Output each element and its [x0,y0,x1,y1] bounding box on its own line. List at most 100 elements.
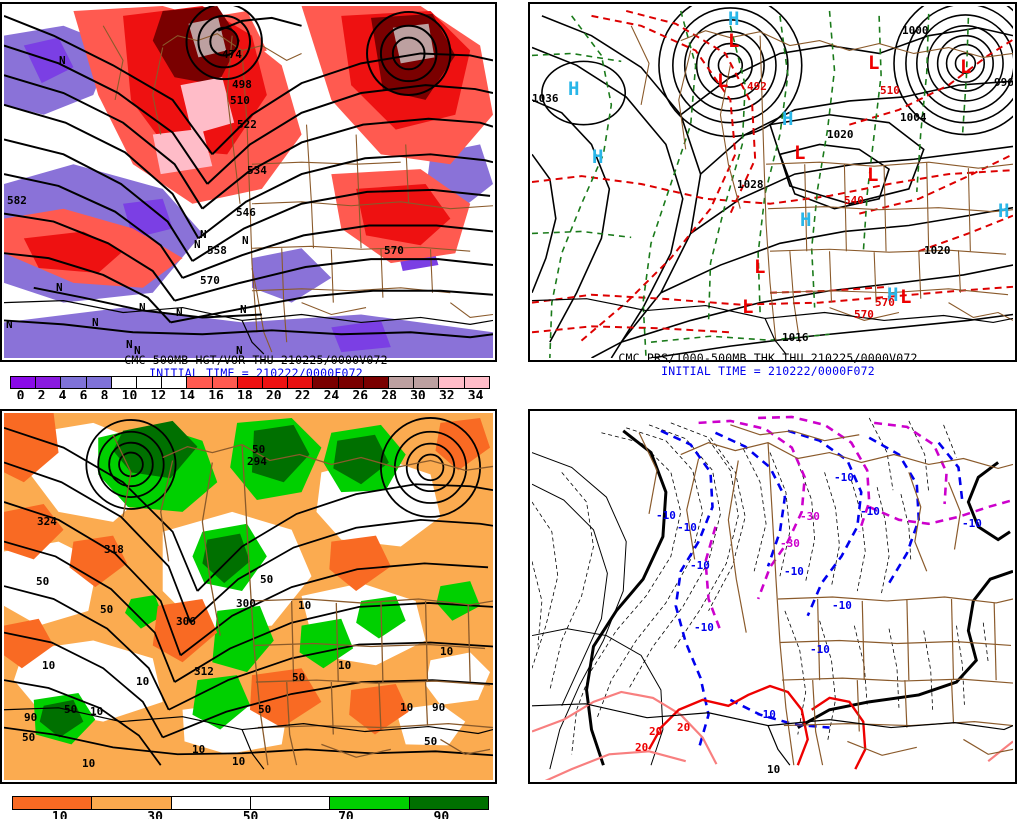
map-area-700mb: 324 318 312 306 300 294 50 50 50 50 90 5… [4,413,493,780]
isotherm-label-minus10: -10 [832,599,852,612]
contour-label-558: 558 [207,244,227,257]
isobar-label-996: 996 [994,76,1013,89]
isotherm-label-minus10: -10 [690,559,710,572]
panel-prs-1000-500mb-thk: H H H H H H H L L L L L L L L L 1036 102… [512,0,1024,399]
contour-label-306: 306 [176,615,196,628]
contour-label-552: 570 [384,244,404,257]
initial-time-prs: INITIAL TIME = 210222/0000F072 [661,364,875,378]
isobar-label-1004: 1004 [900,111,927,124]
isotherm-label-minus10: -10 [834,471,854,484]
contour-label-582: 582 [7,194,27,207]
low-marker: L [867,164,879,186]
contour-label-318: 318 [104,543,124,556]
thickness-label-540: 540 [844,194,864,207]
vorticity-min-marker: N [92,316,99,329]
rh-label-50: 50 [424,735,438,748]
low-marker: L [754,256,766,278]
vorticity-min-marker: N [200,228,207,241]
tick: 32 [438,389,455,399]
rh-label-10: 10 [440,645,454,658]
low-marker: L [960,56,972,78]
vorticity-min-marker: N [194,238,201,251]
low-marker: L [868,52,880,74]
rh-label-10: 10 [90,705,104,718]
map-frame-700mb: 324 318 312 306 300 294 50 50 50 50 90 5… [0,409,497,784]
map-frame-prs: H H H H H H H L L L L L L L L L 1036 102… [528,2,1017,362]
vorticity-min-marker: N [139,301,146,314]
vorticity-min-marker: N [56,281,63,294]
contour-label-474: 474 [222,48,242,61]
rh-label-10: 10 [82,757,96,770]
rh-label-10: 10 [338,659,352,672]
isotherm-label-minus30: -30 [800,510,820,523]
vorticity-min-marker: N [176,306,183,319]
tick: 30 [410,389,426,399]
tick: 4 [58,389,67,399]
contour-label-510: 510 [230,94,250,107]
map-area-500mb: 474 498 510 522 534 546 558 570 582 570 … [4,6,493,358]
rh-label-10: 10 [136,675,150,688]
caption-prs: CMC PRS/1000-500MB THK THU 210225/0000V0… [618,351,918,365]
tick: 70 [338,810,354,819]
high-marker: H [800,209,812,231]
rh-label-10: 10 [400,701,414,714]
high-marker: H [568,78,580,100]
tick: 20 [265,389,282,399]
tick: 34 [467,389,484,399]
tick: 90 [433,810,450,819]
tick: 26 [352,389,369,399]
tick: 22 [294,389,311,399]
tick: 24 [323,389,340,399]
tick: 12 [150,389,167,399]
contour-label-534: 534 [247,164,267,177]
high-marker: H [592,146,604,168]
isotherm-label-minus10: -10 [677,521,697,534]
vorticity-colorbar [10,376,490,389]
tick: 6 [79,389,88,399]
panel-500mb-hgt-vor: 474 498 510 522 534 546 558 570 582 570 … [0,0,512,399]
tick: 30 [147,810,163,819]
high-marker: H [728,8,740,30]
high-marker: H [998,200,1010,222]
rh-label-50: 50 [64,703,78,716]
isotherm-label-minus10: -10 [756,708,776,721]
rh-label-90: 90 [432,701,446,714]
rh-label-90: 90 [24,711,38,724]
high-marker: H [782,108,794,130]
isobar-label-1028: 1028 [737,178,764,191]
thickness-label-570b: 570 [875,296,895,309]
vorticity-min-marker: N [242,234,249,247]
contour-label-522: 522 [237,118,257,131]
isobar-label-1020: 1020 [924,244,951,257]
contour-label-312: 312 [194,665,214,678]
rh-label-50: 50 [292,671,306,684]
map-svg-prs [532,6,1013,358]
rh-label-50: 50 [100,603,114,616]
rh-label-10: 10 [232,755,246,768]
tick: 16 [208,389,224,399]
isobar-label-1000: 1000 [902,24,929,37]
isotherm-label-minus10: -10 [860,505,880,518]
low-marker: L [728,30,740,52]
contour-label-546: 546 [236,206,256,219]
isotherm-label-minus30: -30 [780,537,800,550]
isotherm-label-10: 10 [767,763,781,776]
rh-label-50: 50 [36,575,50,588]
tick: 2 [37,389,46,399]
map-svg-700mb [4,413,493,780]
thickness-label-510: 510 [880,84,900,97]
isotherm-label-minus10: -10 [784,565,804,578]
contour-label-324: 324 [37,515,57,528]
isotherm-label-minus10: -10 [962,517,982,530]
low-marker: L [742,296,754,318]
relative-humidity-colorbar-ticks: 10 30 50 70 90 [12,810,489,819]
thickness-label-570: 570 [854,308,874,321]
contour-label-498: 498 [232,78,252,91]
tick: 50 [242,810,259,819]
isobar-label-1016: 1016 [782,331,809,344]
isotherm-label-20: 20 [649,725,663,738]
relative-humidity-colorbar [12,796,489,810]
map-area-850mb: -10 -10 -10 -10 -10 -10 -10 -10 -10 -10 … [532,413,1013,780]
rh-label-50: 50 [22,731,36,744]
